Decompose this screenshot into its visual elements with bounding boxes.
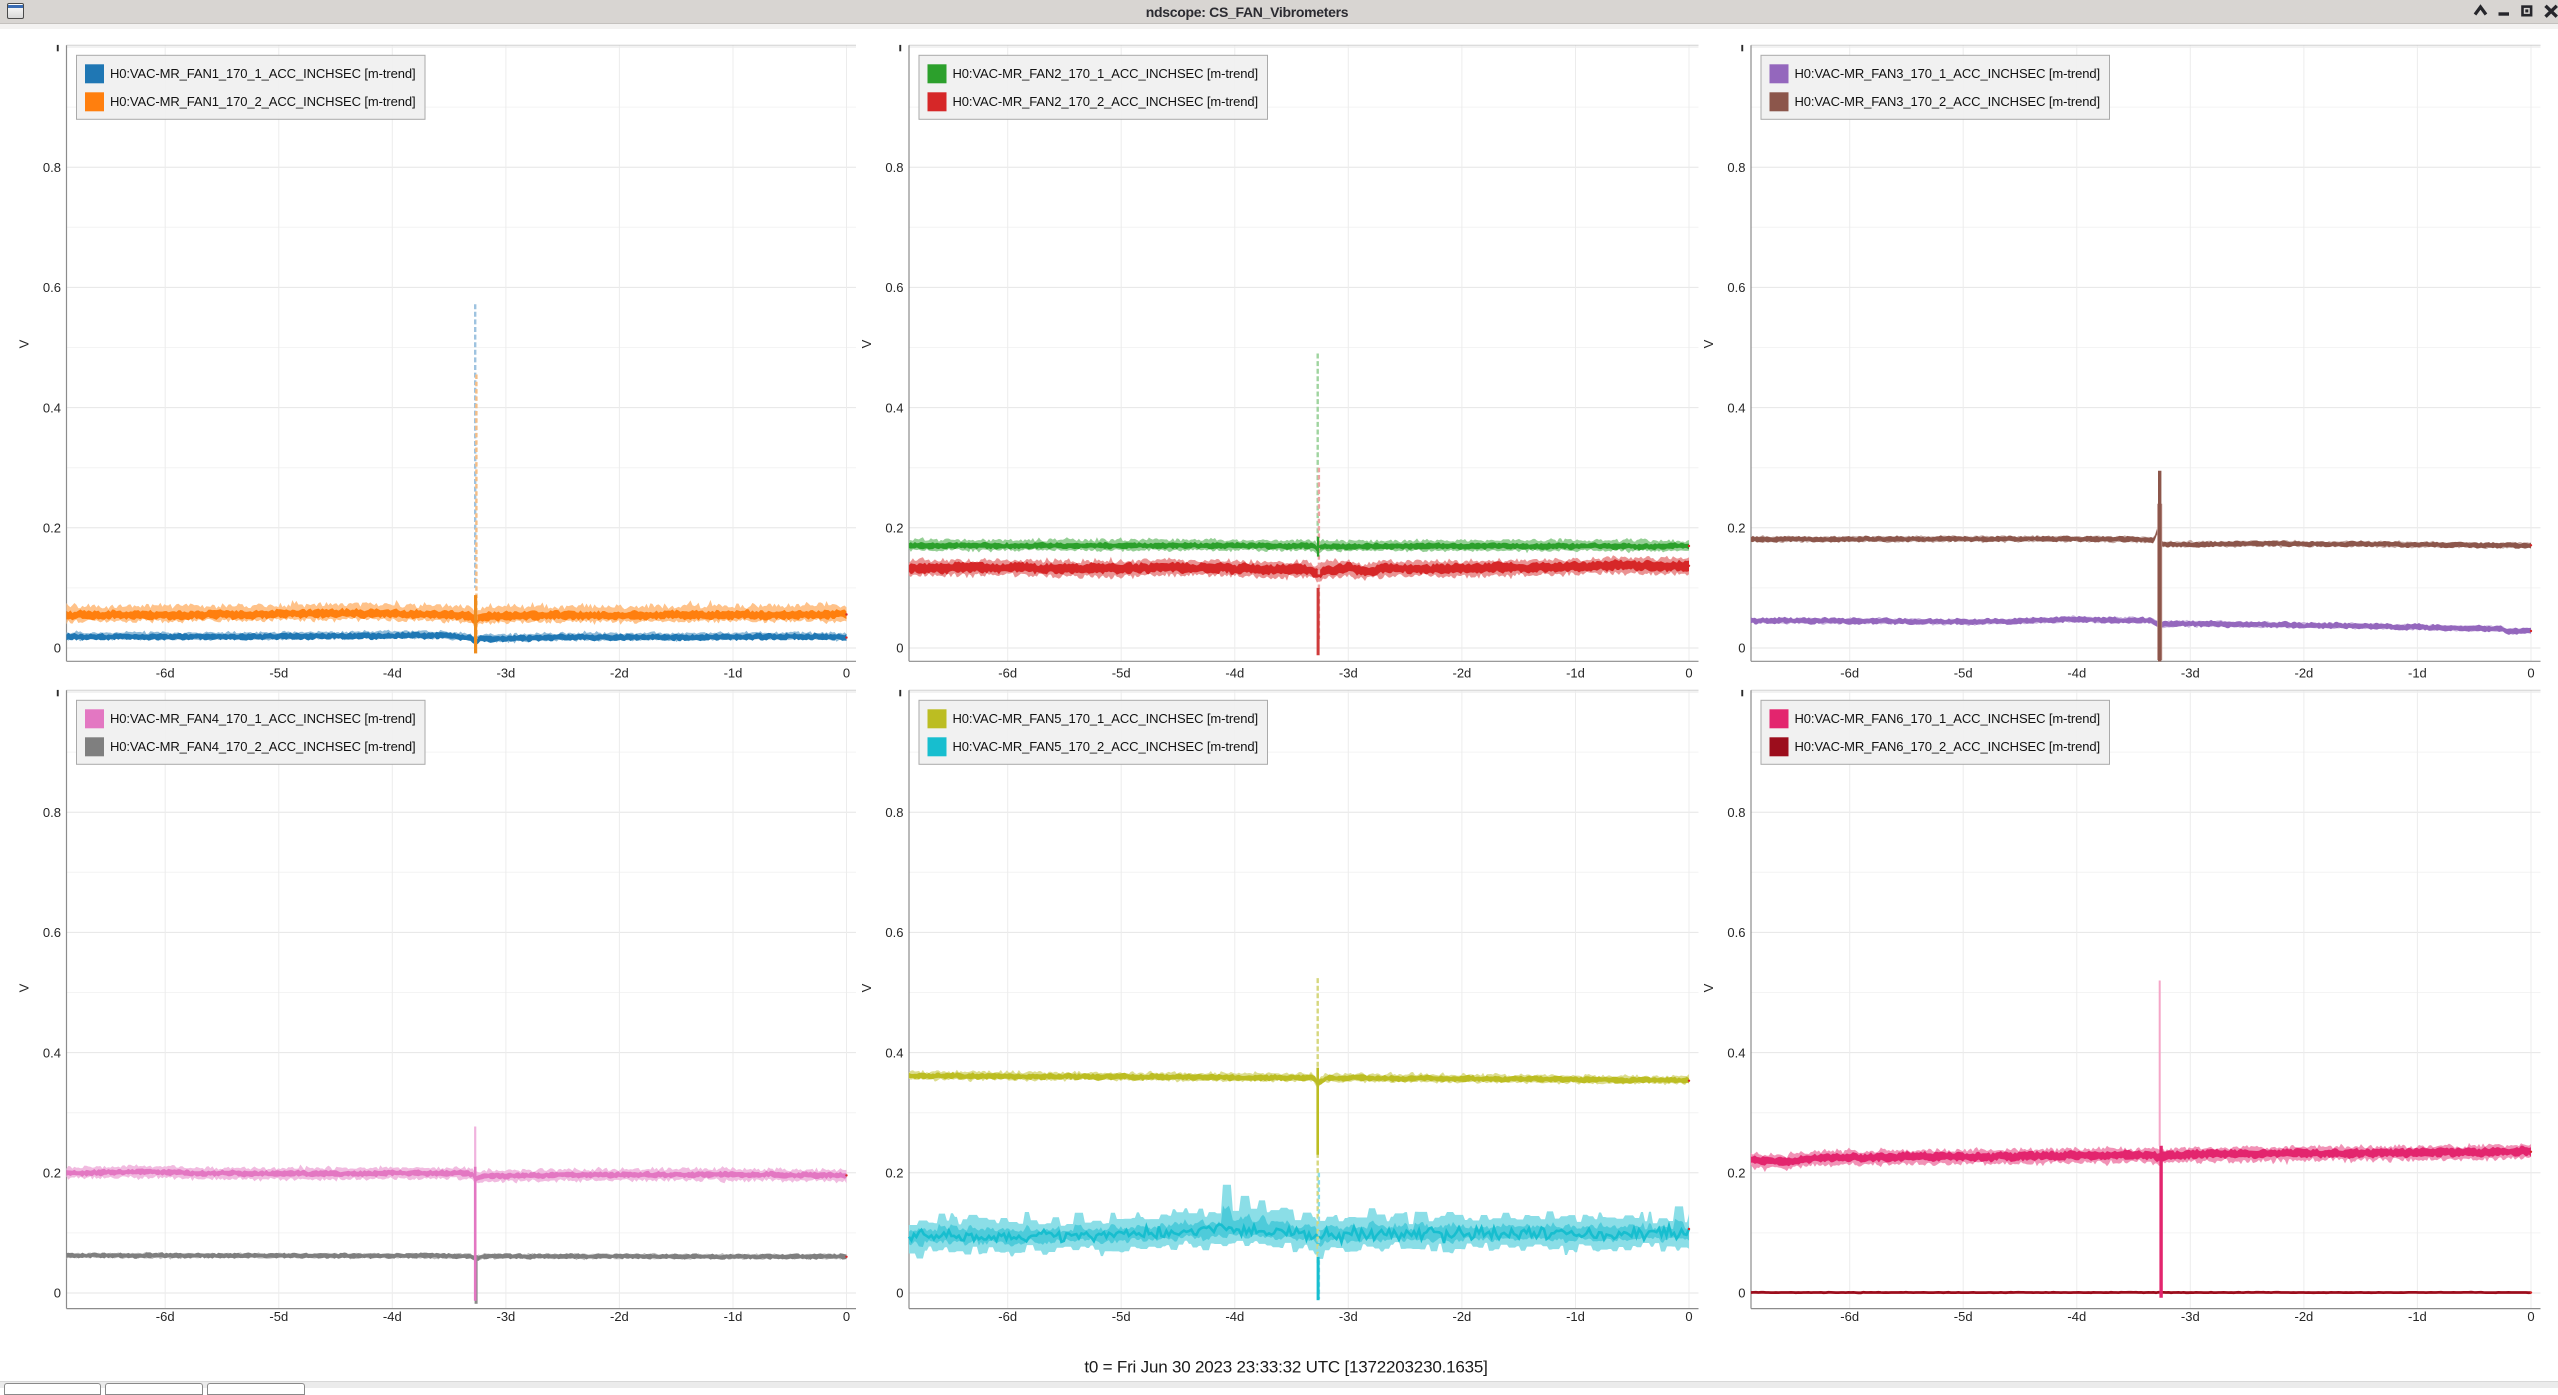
svg-text:-3d: -3d [2181, 665, 2200, 680]
svg-text:0.2: 0.2 [1727, 521, 1745, 536]
svg-text:-2d: -2d [610, 1309, 629, 1324]
svg-text:-5d: -5d [1112, 1309, 1131, 1324]
svg-text:0.8: 0.8 [43, 160, 61, 175]
svg-text:0.6: 0.6 [1727, 925, 1745, 940]
svg-text:-5d: -5d [1954, 1309, 1973, 1324]
svg-text:0.6: 0.6 [885, 280, 903, 295]
svg-text:0: 0 [896, 641, 903, 656]
svg-text:0: 0 [54, 1286, 61, 1301]
svg-text:-6d: -6d [1840, 665, 1859, 680]
svg-text:0.6: 0.6 [885, 925, 903, 940]
svg-text:-4d: -4d [1225, 665, 1244, 680]
svg-text:-6d: -6d [156, 1309, 175, 1324]
svg-text:0.2: 0.2 [43, 1166, 61, 1181]
svg-text:0: 0 [1685, 665, 1692, 680]
svg-text:0.8: 0.8 [1727, 805, 1745, 820]
svg-text:0: 0 [843, 665, 850, 680]
svg-text:-6d: -6d [1840, 1309, 1859, 1324]
svg-text:-5d: -5d [269, 665, 288, 680]
svg-text:0.2: 0.2 [43, 521, 61, 536]
svg-text:V: V [1701, 339, 1716, 348]
svg-text:-4d: -4d [1225, 1309, 1244, 1324]
svg-text:-4d: -4d [2067, 665, 2086, 680]
svg-text:-3d: -3d [497, 665, 516, 680]
svg-text:0: 0 [2527, 1309, 2534, 1324]
svg-text:-1d: -1d [2408, 1309, 2427, 1324]
svg-text:0: 0 [843, 1309, 850, 1324]
svg-text:-1d: -1d [1566, 1309, 1585, 1324]
svg-text:H0:VAC-MR_FAN2_170_2_ACC_INCHS: H0:VAC-MR_FAN2_170_2_ACC_INCHSEC [m-tren… [953, 94, 1259, 109]
svg-text:0.8: 0.8 [1727, 160, 1745, 175]
svg-text:0.4: 0.4 [43, 1045, 61, 1060]
svg-text:0.6: 0.6 [1727, 280, 1745, 295]
svg-text:0: 0 [1738, 641, 1745, 656]
svg-text:0.4: 0.4 [43, 400, 61, 415]
svg-text:-6d: -6d [998, 665, 1017, 680]
svg-text:H0:VAC-MR_FAN3_170_1_ACC_INCHS: H0:VAC-MR_FAN3_170_1_ACC_INCHSEC [m-tren… [1795, 66, 2101, 81]
svg-text:0.4: 0.4 [1727, 400, 1745, 415]
svg-text:0.8: 0.8 [43, 805, 61, 820]
svg-text:0.6: 0.6 [43, 925, 61, 940]
svg-text:-1d: -1d [2408, 665, 2427, 680]
svg-text:0.4: 0.4 [885, 1045, 903, 1060]
svg-text:-4d: -4d [383, 1309, 402, 1324]
svg-text:H0:VAC-MR_FAN1_170_1_ACC_INCHS: H0:VAC-MR_FAN1_170_1_ACC_INCHSEC [m-tren… [110, 66, 416, 81]
svg-text:V: V [859, 983, 874, 992]
svg-text:0.6: 0.6 [43, 280, 61, 295]
svg-text:-1d: -1d [1566, 665, 1585, 680]
svg-text:-4d: -4d [383, 665, 402, 680]
svg-text:H0:VAC-MR_FAN3_170_2_ACC_INCHS: H0:VAC-MR_FAN3_170_2_ACC_INCHSEC [m-tren… [1795, 94, 2101, 109]
svg-text:-4d: -4d [2067, 1309, 2086, 1324]
svg-text:-2d: -2d [2295, 1309, 2314, 1324]
svg-text:-2d: -2d [1453, 1309, 1472, 1324]
svg-text:-5d: -5d [1954, 665, 1973, 680]
svg-text:H0:VAC-MR_FAN5_170_1_ACC_INCHS: H0:VAC-MR_FAN5_170_1_ACC_INCHSEC [m-tren… [953, 711, 1259, 726]
svg-text:-3d: -3d [497, 1309, 516, 1324]
svg-text:-2d: -2d [610, 665, 629, 680]
svg-text:-1d: -1d [724, 1309, 743, 1324]
svg-text:0: 0 [54, 641, 61, 656]
svg-text:-5d: -5d [269, 1309, 288, 1324]
svg-text:H0:VAC-MR_FAN2_170_1_ACC_INCHS: H0:VAC-MR_FAN2_170_1_ACC_INCHSEC [m-tren… [953, 66, 1259, 81]
svg-text:-2d: -2d [1453, 665, 1472, 680]
svg-text:V: V [17, 339, 32, 348]
svg-text:0: 0 [1685, 1309, 1692, 1324]
svg-text:-3d: -3d [1339, 1309, 1358, 1324]
svg-text:0.8: 0.8 [885, 805, 903, 820]
svg-text:0.2: 0.2 [1727, 1166, 1745, 1181]
svg-text:H0:VAC-MR_FAN4_170_2_ACC_INCHS: H0:VAC-MR_FAN4_170_2_ACC_INCHSEC [m-tren… [110, 739, 416, 754]
svg-text:-1d: -1d [724, 665, 743, 680]
svg-text:-3d: -3d [2181, 1309, 2200, 1324]
svg-text:0.4: 0.4 [885, 400, 903, 415]
svg-text:0.4: 0.4 [1727, 1045, 1745, 1060]
svg-text:H0:VAC-MR_FAN4_170_1_ACC_INCHS: H0:VAC-MR_FAN4_170_1_ACC_INCHSEC [m-tren… [110, 711, 416, 726]
svg-text:V: V [1701, 983, 1716, 992]
svg-text:0: 0 [2527, 665, 2534, 680]
svg-text:0: 0 [1738, 1286, 1745, 1301]
svg-text:-2d: -2d [2295, 665, 2314, 680]
svg-text:-6d: -6d [156, 665, 175, 680]
svg-text:t0 = Fri Jun 30 2023 23:33:32: t0 = Fri Jun 30 2023 23:33:32 UTC [13722… [1084, 1358, 1487, 1377]
svg-text:-5d: -5d [1112, 665, 1131, 680]
svg-text:H0:VAC-MR_FAN1_170_2_ACC_INCHS: H0:VAC-MR_FAN1_170_2_ACC_INCHSEC [m-tren… [110, 94, 416, 109]
svg-text:-3d: -3d [1339, 665, 1358, 680]
svg-text:H0:VAC-MR_FAN6_170_1_ACC_INCHS: H0:VAC-MR_FAN6_170_1_ACC_INCHSEC [m-tren… [1795, 711, 2101, 726]
svg-text:V: V [17, 983, 32, 992]
svg-text:V: V [859, 339, 874, 348]
svg-text:H0:VAC-MR_FAN6_170_2_ACC_INCHS: H0:VAC-MR_FAN6_170_2_ACC_INCHSEC [m-tren… [1795, 739, 2101, 754]
svg-text:0.2: 0.2 [885, 521, 903, 536]
svg-text:-6d: -6d [998, 1309, 1017, 1324]
svg-text:H0:VAC-MR_FAN5_170_2_ACC_INCHS: H0:VAC-MR_FAN5_170_2_ACC_INCHSEC [m-tren… [953, 739, 1259, 754]
svg-text:0: 0 [896, 1286, 903, 1301]
svg-text:0.2: 0.2 [885, 1166, 903, 1181]
svg-text:0.8: 0.8 [885, 160, 903, 175]
